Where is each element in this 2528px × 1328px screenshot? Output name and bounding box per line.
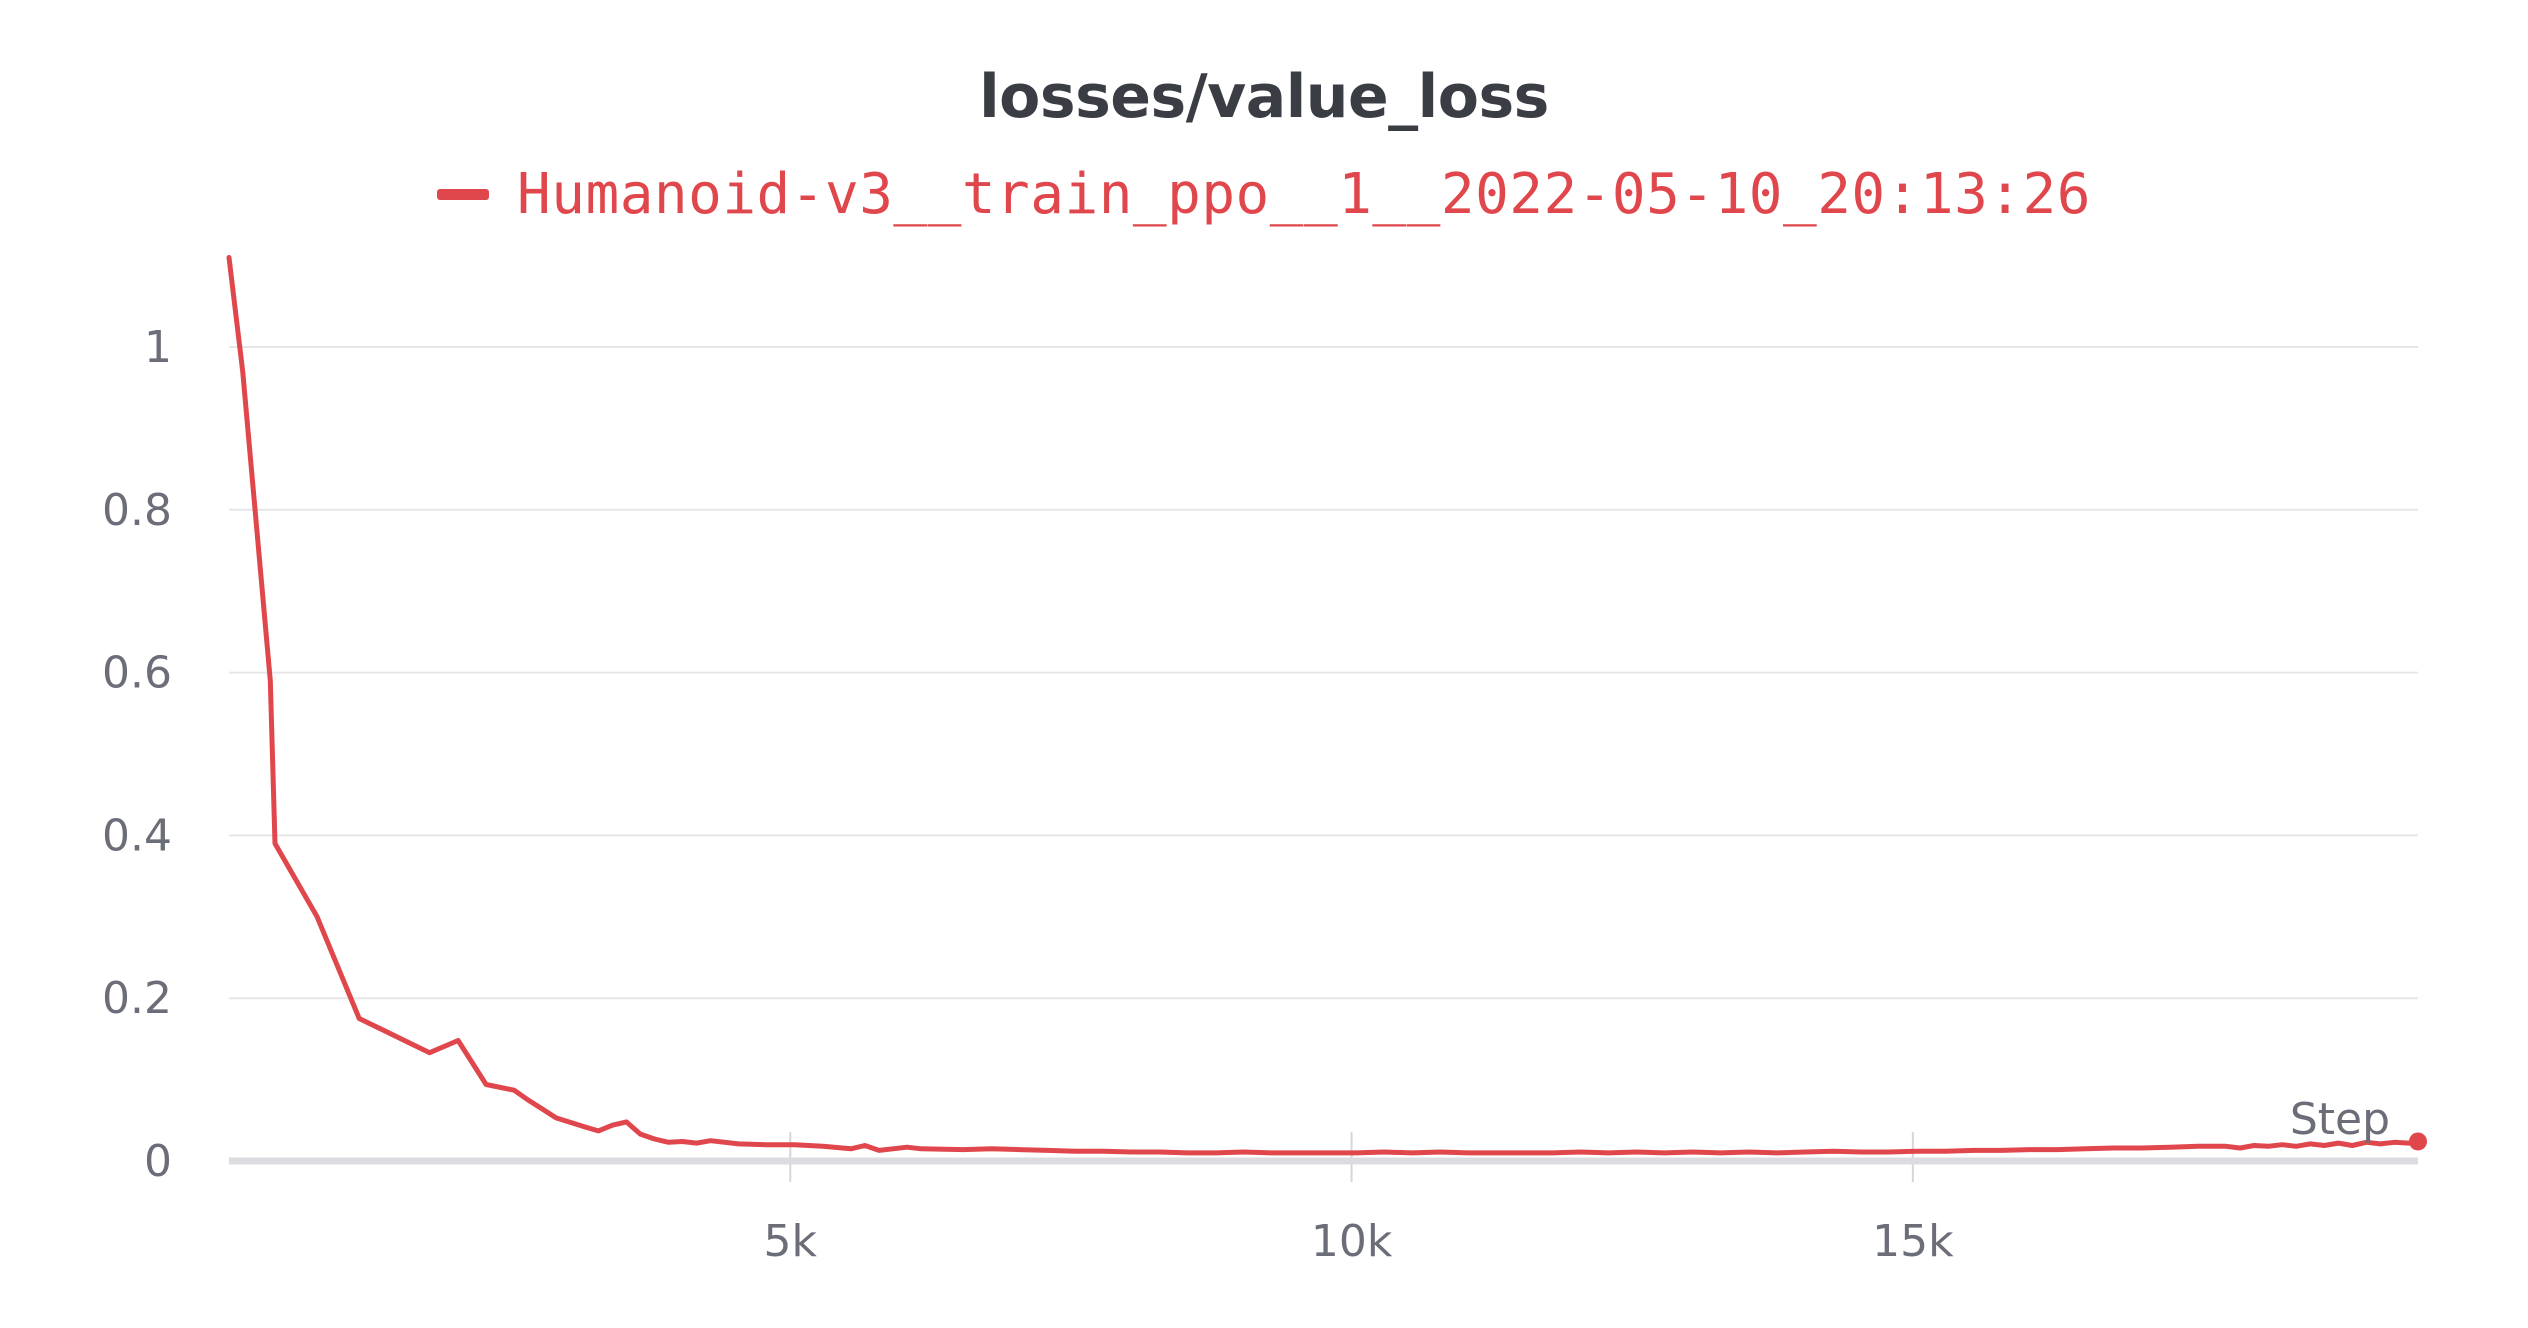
y-tick-label: 0.2 bbox=[102, 973, 172, 1024]
legend-swatch bbox=[437, 189, 490, 200]
x-tick-label: 10k bbox=[1311, 1216, 1393, 1267]
x-axis-ticks bbox=[789, 1132, 1914, 1182]
series-layer bbox=[226, 255, 2427, 1156]
x-axis-title: Step bbox=[2290, 1094, 2390, 1145]
y-tick-label: 0.6 bbox=[102, 648, 172, 699]
y-tick-label: 0 bbox=[144, 1136, 172, 1187]
legend-series-label[interactable]: Humanoid-v3__train_ppo__1__2022-05-10_20… bbox=[517, 162, 2091, 227]
y-tick-label: 1 bbox=[144, 322, 172, 373]
chart-title: losses/value_loss bbox=[979, 62, 1549, 132]
x-tick-label: 15k bbox=[1872, 1216, 1954, 1267]
y-tick-label: 0.8 bbox=[102, 485, 172, 536]
grid-lines bbox=[229, 346, 2418, 1000]
legend: Humanoid-v3__train_ppo__1__2022-05-10_20… bbox=[0, 162, 2528, 227]
x-tick-label: 5k bbox=[764, 1216, 818, 1267]
series-endpoint-marker[interactable] bbox=[2409, 1132, 2427, 1151]
y-tick-label: 0.4 bbox=[102, 810, 172, 861]
series-line[interactable] bbox=[226, 255, 2421, 1156]
